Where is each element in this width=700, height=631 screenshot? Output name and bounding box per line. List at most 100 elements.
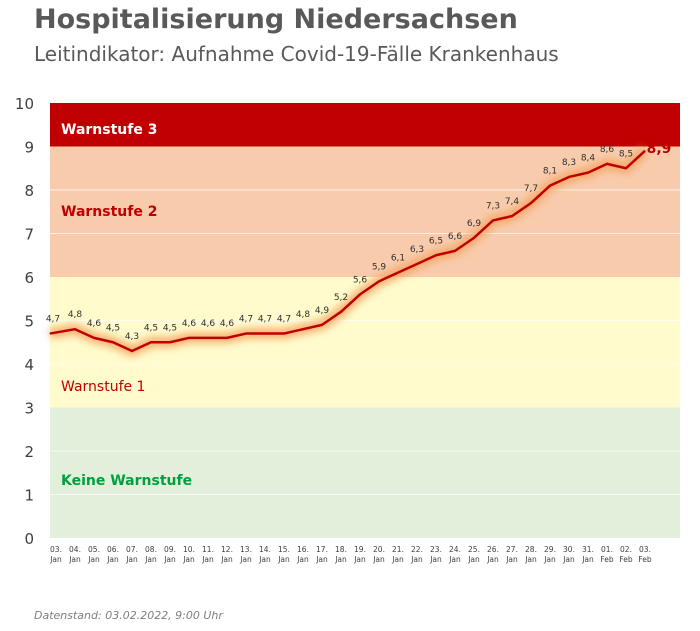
data-point xyxy=(454,250,456,252)
x-tick-label: 30. xyxy=(563,545,575,554)
band-keine-warnstufe xyxy=(50,407,680,538)
data-point xyxy=(302,328,304,330)
y-tick-label: 3 xyxy=(24,400,34,418)
x-tick-label: 31. xyxy=(582,545,594,554)
data-label: 4,5 xyxy=(144,323,158,333)
data-label: 7,7 xyxy=(524,184,538,194)
x-tick-label: Jan xyxy=(410,555,423,564)
data-point xyxy=(169,341,171,343)
x-tick-label: Jan xyxy=(258,555,271,564)
x-tick-label: 19. xyxy=(354,545,366,554)
x-tick-label: 17. xyxy=(316,545,328,554)
x-tick-label: Jan xyxy=(372,555,385,564)
data-point xyxy=(378,280,380,282)
data-label: 8,4 xyxy=(581,154,596,164)
x-tick-label: Jan xyxy=(49,555,62,564)
data-point xyxy=(188,337,190,339)
band-label: Warnstufe 3 xyxy=(61,122,157,138)
data-point xyxy=(416,263,418,265)
data-point xyxy=(530,202,532,204)
data-label: 6,1 xyxy=(391,254,405,264)
data-point xyxy=(644,150,646,152)
x-tick-label: 27. xyxy=(506,545,518,554)
x-tick-label: 25. xyxy=(468,545,480,554)
band-label: Warnstufe 2 xyxy=(61,204,157,220)
x-tick-label: Jan xyxy=(543,555,556,564)
data-label: 4,6 xyxy=(220,319,235,329)
x-tick-label: Jan xyxy=(220,555,233,564)
data-label: 8,3 xyxy=(562,158,576,168)
data-point xyxy=(112,341,114,343)
x-tick-label: 26. xyxy=(487,545,499,554)
x-tick-label: 23. xyxy=(430,545,442,554)
x-tick-label: Jan xyxy=(68,555,81,564)
x-tick-label: Jan xyxy=(334,555,347,564)
data-label: 5,9 xyxy=(372,262,387,272)
x-tick-label: 28. xyxy=(525,545,537,554)
data-point xyxy=(49,333,51,335)
data-point xyxy=(359,293,361,295)
x-tick-label: 08. xyxy=(145,545,157,554)
x-tick-label: Jan xyxy=(201,555,214,564)
data-label: 4,7 xyxy=(258,315,272,325)
x-tick-label: 06. xyxy=(107,545,119,554)
chart-title: Hospitalisierung Niedersachsen xyxy=(34,4,518,35)
y-tick-label: 6 xyxy=(24,269,34,287)
data-label: 6,3 xyxy=(410,245,424,255)
data-label: 8,9 xyxy=(647,141,672,157)
y-tick-label: 1 xyxy=(24,487,34,505)
data-label: 8,5 xyxy=(619,149,633,159)
x-tick-label: Jan xyxy=(296,555,309,564)
data-label: 4,7 xyxy=(277,315,291,325)
data-point xyxy=(340,311,342,313)
x-tick-label: 21. xyxy=(392,545,404,554)
band-warnstufe-2 xyxy=(50,146,680,277)
x-tick-label: Jan xyxy=(448,555,461,564)
data-label: 4,5 xyxy=(106,323,120,333)
data-point xyxy=(492,219,494,221)
data-point xyxy=(226,337,228,339)
data-label: 7,4 xyxy=(505,197,520,207)
x-tick-label: 10. xyxy=(183,545,195,554)
x-tick-label: 04. xyxy=(69,545,81,554)
data-label: 7,3 xyxy=(486,201,500,211)
x-tick-label: 15. xyxy=(278,545,290,554)
x-tick-label: 13. xyxy=(240,545,252,554)
data-point xyxy=(93,337,95,339)
data-point xyxy=(606,163,608,165)
data-point xyxy=(264,333,266,335)
data-point xyxy=(435,254,437,256)
data-label: 4,7 xyxy=(46,315,60,325)
x-tick-label: 16. xyxy=(297,545,309,554)
data-label: 4,3 xyxy=(125,332,139,342)
x-tick-label: Jan xyxy=(144,555,157,564)
x-tick-label: Jan xyxy=(106,555,119,564)
data-point xyxy=(511,215,513,217)
x-tick-label: Jan xyxy=(239,555,252,564)
band-label: Warnstufe 1 xyxy=(61,379,145,395)
x-tick-label: Jan xyxy=(391,555,404,564)
data-label: 5,2 xyxy=(334,293,348,303)
x-tick-label: 29. xyxy=(544,545,556,554)
x-tick-label: 12. xyxy=(221,545,233,554)
x-tick-label: Jan xyxy=(581,555,594,564)
data-label: 4,8 xyxy=(296,310,311,320)
x-tick-label: Jan xyxy=(429,555,442,564)
data-label: 4,6 xyxy=(87,319,102,329)
x-tick-label: Feb xyxy=(638,555,652,564)
data-label: 5,6 xyxy=(353,275,368,285)
x-tick-label: Jan xyxy=(505,555,518,564)
x-tick-label: Jan xyxy=(524,555,537,564)
y-tick-label: 8 xyxy=(24,182,34,200)
x-tick-label: 11. xyxy=(202,545,214,554)
data-label: 4,5 xyxy=(163,323,177,333)
x-tick-label: 18. xyxy=(335,545,347,554)
data-point xyxy=(131,350,133,352)
x-tick-label: 14. xyxy=(259,545,271,554)
data-point xyxy=(473,237,475,239)
x-tick-label: 20. xyxy=(373,545,385,554)
data-label: 8,1 xyxy=(543,167,557,177)
x-tick-label: Jan xyxy=(353,555,366,564)
y-tick-label: 10 xyxy=(15,95,34,113)
